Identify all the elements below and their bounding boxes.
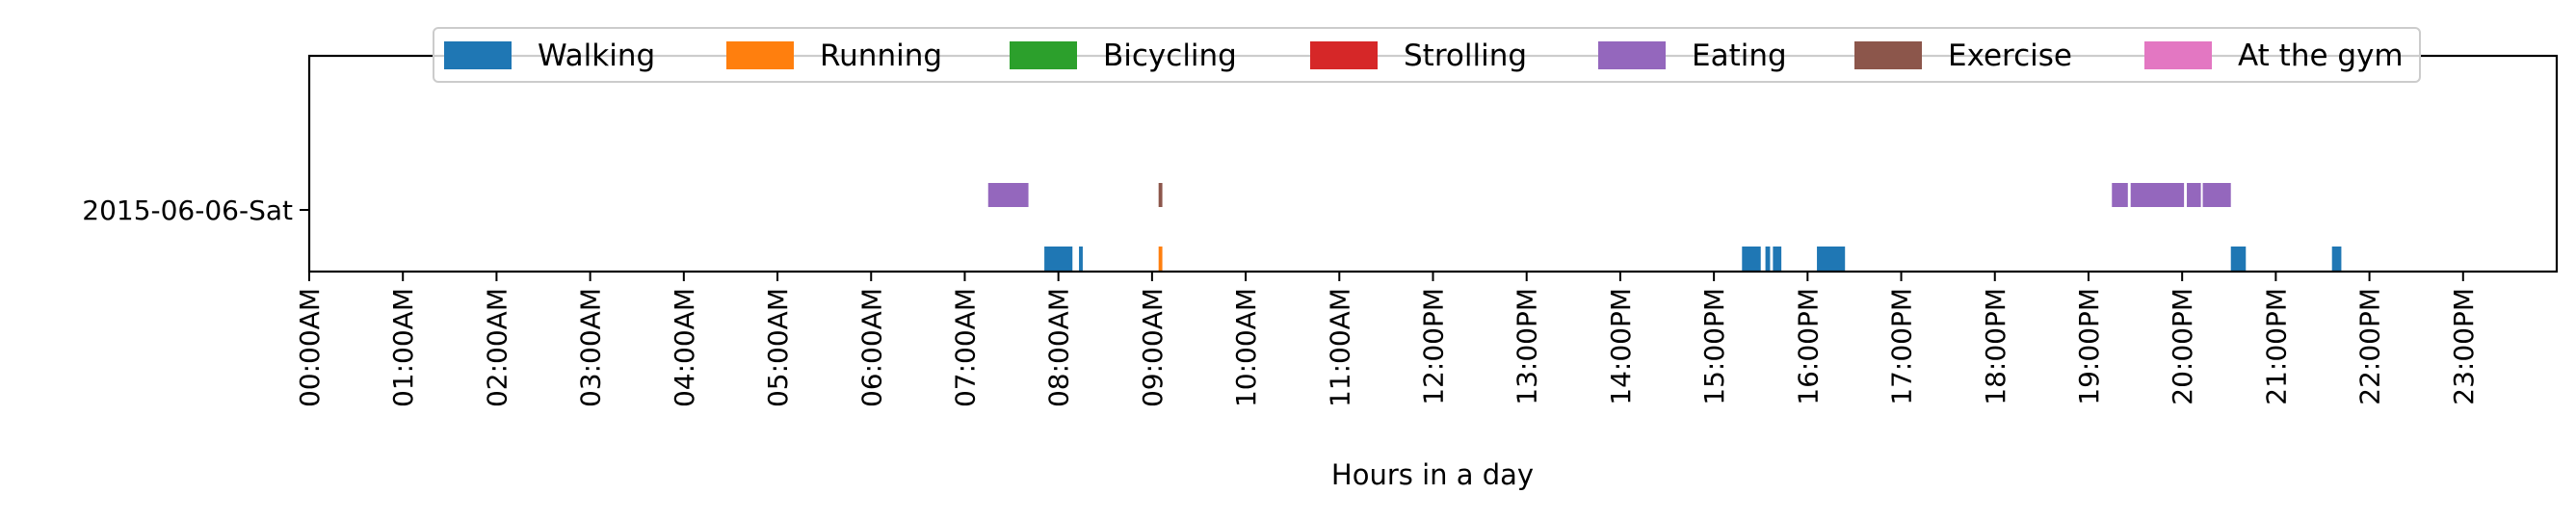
bar-walking-0 bbox=[1044, 247, 1073, 271]
bar-walking-7 bbox=[2331, 247, 2342, 271]
x-tick-label: 06:00AM bbox=[855, 288, 887, 407]
bar-eating-0 bbox=[987, 183, 1029, 207]
bar-eating-1 bbox=[2112, 183, 2128, 207]
legend-label-eating: Eating bbox=[1692, 39, 1787, 73]
x-axis-label: Hours in a day bbox=[1331, 458, 1534, 491]
legend: Walking Running Bicycling Strolling Eating Ex… bbox=[433, 27, 2421, 83]
x-tick-label: 17:00PM bbox=[1886, 288, 1918, 405]
bar-walking-1 bbox=[1079, 247, 1083, 271]
x-tick-label: 19:00PM bbox=[2073, 288, 2105, 405]
legend-label-exercise: Exercise bbox=[1948, 39, 2072, 73]
x-tick-label: 20:00PM bbox=[2167, 288, 2198, 405]
y-tick-label: 2015-06-06-Sat bbox=[82, 195, 293, 226]
bar-eating-4 bbox=[2202, 183, 2231, 207]
bar-walking-4 bbox=[1773, 247, 1782, 271]
x-tick-label: 10:00AM bbox=[1230, 288, 1262, 407]
bar-running-0 bbox=[1158, 247, 1163, 271]
legend-label-at-the-gym: At the gym bbox=[2238, 39, 2404, 73]
x-tick-label: 03:00AM bbox=[575, 288, 607, 407]
legend-box bbox=[433, 27, 2421, 83]
x-tick-label: 12:00PM bbox=[1418, 288, 1450, 405]
legend-swatch-bicycling bbox=[1010, 41, 1077, 69]
legend-swatch-at-the-gym bbox=[2144, 41, 2212, 69]
x-tick-label: 21:00PM bbox=[2260, 288, 2292, 405]
x-tick-label: 00:00AM bbox=[294, 288, 326, 407]
x-tick-label: 15:00PM bbox=[1698, 288, 1730, 405]
x-tick-label: 13:00PM bbox=[1511, 288, 1543, 405]
bar-walking-6 bbox=[2230, 247, 2247, 271]
bar-eating-3 bbox=[2187, 183, 2201, 207]
x-tick-label: 07:00AM bbox=[949, 288, 981, 407]
x-tick-label: 22:00PM bbox=[2354, 288, 2386, 405]
bar-eating-2 bbox=[2130, 183, 2185, 207]
activity-bars bbox=[987, 183, 2342, 271]
bar-walking-5 bbox=[1817, 247, 1846, 271]
legend-swatch-exercise bbox=[1854, 41, 1922, 69]
bar-exercise-0 bbox=[1158, 183, 1163, 207]
x-tick-label: 18:00PM bbox=[1980, 288, 2011, 405]
x-axis-ticks: 00:00AM 01:00AM 02:00AM 03:00AM 04:00AM 05:00… bbox=[294, 272, 2480, 407]
x-tick-label: 16:00PM bbox=[1792, 288, 1824, 405]
x-tick-label: 02:00AM bbox=[481, 288, 513, 407]
x-tick-label: 04:00AM bbox=[669, 288, 700, 407]
x-tick-label: 01:00AM bbox=[387, 288, 419, 407]
x-tick-label: 09:00AM bbox=[1137, 288, 1169, 407]
legend-swatch-eating bbox=[1598, 41, 1666, 69]
legend-swatch-running bbox=[726, 41, 794, 69]
y-axis-ticks: 2015-06-06-Sat bbox=[82, 195, 309, 226]
legend-label-walking: Walking bbox=[538, 39, 655, 73]
x-tick-label: 11:00AM bbox=[1324, 288, 1355, 407]
x-tick-label: 23:00PM bbox=[2448, 288, 2480, 405]
plot-area bbox=[309, 56, 2557, 272]
legend-label-strolling: Strolling bbox=[1404, 39, 1527, 73]
x-tick-label: 14:00PM bbox=[1605, 288, 1637, 405]
legend-swatch-walking bbox=[444, 41, 512, 69]
bar-walking-3 bbox=[1765, 247, 1771, 271]
x-tick-label: 08:00AM bbox=[1043, 288, 1075, 407]
legend-label-bicycling: Bicycling bbox=[1103, 39, 1237, 73]
legend-swatch-strolling bbox=[1310, 41, 1378, 69]
legend-label-running: Running bbox=[820, 39, 942, 73]
x-tick-label: 05:00AM bbox=[762, 288, 794, 407]
bar-walking-2 bbox=[1742, 247, 1761, 271]
